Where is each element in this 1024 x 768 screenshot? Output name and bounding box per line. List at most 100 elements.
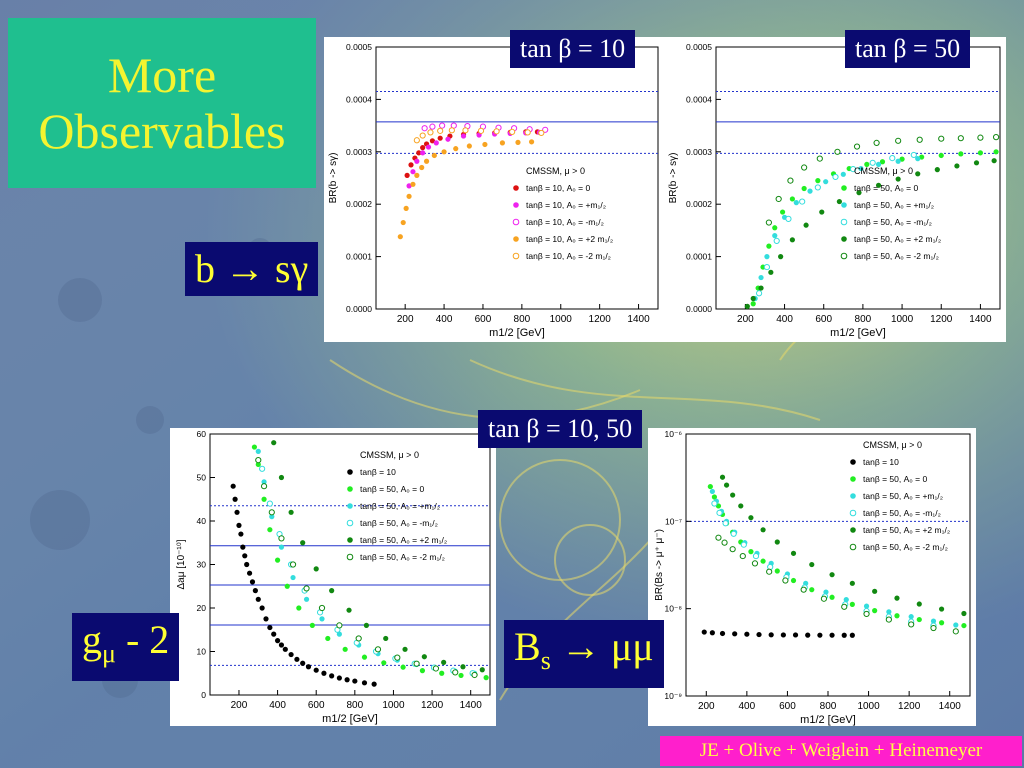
data-point: [739, 552, 746, 560]
data-point: [729, 546, 736, 553]
data-point: [439, 670, 445, 676]
data-point: [930, 624, 937, 632]
data-point: [805, 632, 811, 638]
data-point: [973, 160, 980, 166]
data-point: [814, 184, 821, 191]
data-point: [421, 125, 428, 132]
data-point: [363, 622, 370, 628]
data-point: [266, 500, 273, 507]
data-point: [429, 138, 435, 144]
data-point: [232, 496, 238, 502]
data-point: [750, 301, 756, 307]
data-point: [255, 448, 261, 454]
tanb10-label: tan β = 10: [510, 30, 636, 68]
x-axis-label: m1/2 [GeV]: [800, 714, 856, 726]
data-point: [760, 558, 766, 564]
data-point: [249, 579, 256, 585]
chart-bsmumu-svg: 200 400 600 800 1000 1200 1400 10⁻⁹ 10⁻⁸ 10⁻⁷ 10⁻⁶…: [654, 429, 971, 726]
data-point: [701, 629, 707, 635]
data-point: [939, 620, 945, 626]
x-tick-label: 200: [231, 700, 248, 711]
data-point: [895, 176, 901, 182]
data-point: [431, 152, 437, 159]
legend-marker: [841, 236, 847, 242]
chart-bsg-tanb50: 200 400 600 800 1000 1200 1400 0.0000 0.0001 0.00…: [664, 37, 1006, 342]
data-point: [244, 561, 250, 568]
data-point: [246, 570, 253, 576]
data-point: [774, 539, 780, 545]
data-point: [977, 150, 984, 156]
data-point: [756, 631, 762, 638]
y-tick-label: 0.0001: [346, 252, 372, 262]
legend-marker: [849, 509, 857, 517]
y-tick-label: 0.0004: [686, 94, 712, 104]
data-point: [954, 163, 960, 169]
tanb50-label: tan β = 50: [845, 30, 971, 68]
data-point: [321, 670, 327, 676]
y-tick-label: 0.0002: [686, 199, 712, 209]
data-point: [849, 580, 855, 586]
data-point: [908, 614, 914, 620]
x-tick-label: 400: [436, 314, 453, 325]
data-point: [841, 632, 847, 638]
data-point: [383, 635, 389, 642]
data-point: [807, 188, 813, 194]
data-point: [371, 681, 377, 687]
x-tick-label: 1200: [589, 314, 612, 325]
y-tick-label: 10⁻⁷: [665, 516, 682, 526]
data-point: [751, 560, 759, 567]
gmu-label-rest: - 2: [115, 617, 170, 662]
y-tick-label: 60: [197, 429, 207, 439]
data-point: [958, 151, 964, 157]
data-point: [894, 595, 900, 601]
data-point: [441, 659, 447, 665]
data-point: [404, 172, 410, 178]
data-point: [836, 198, 842, 205]
tanb1050-label: tan β = 10, 50: [478, 410, 643, 448]
data-point: [524, 129, 531, 136]
data-point: [336, 631, 342, 637]
x-tick-label: 800: [346, 700, 363, 711]
legend-marker: [347, 537, 353, 543]
data-point: [863, 610, 870, 618]
data-point: [329, 673, 335, 679]
legend-entry: tanβ = 10, A₀ = -2 m₁/₂: [526, 251, 611, 261]
data-point: [437, 135, 443, 141]
y-tick-label: 50: [197, 473, 207, 483]
data-point: [800, 586, 807, 593]
data-point: [768, 632, 774, 638]
data-point: [251, 444, 258, 450]
legend-marker: [513, 202, 519, 208]
gmu-label-sub: μ: [102, 639, 116, 668]
data-point: [916, 601, 922, 607]
data-point: [766, 568, 773, 575]
legend-marker: [850, 493, 856, 499]
data-point: [744, 303, 750, 309]
data-point: [790, 577, 797, 584]
legend-entry: tanβ = 50, A₀ = -2 m₁/₂: [854, 251, 939, 261]
data-point: [740, 541, 747, 548]
data-point: [261, 496, 267, 502]
data-point: [479, 667, 485, 673]
data-point: [711, 494, 717, 500]
data-point: [403, 205, 409, 211]
data-point: [252, 588, 258, 594]
legend-entry: tanβ = 50, A₀ = +2 m₁/₂: [360, 535, 447, 545]
x-tick-label: 1400: [939, 701, 962, 712]
bsg-process-label: b → sγ: [185, 242, 319, 296]
legend-marker: [346, 553, 354, 561]
data-point: [300, 540, 306, 546]
y-tick-label: 40: [197, 516, 207, 526]
legend-entry: tanβ = 50, A₀ = 0: [863, 474, 927, 484]
x-tick-label: 200: [397, 314, 414, 325]
data-point: [938, 152, 944, 159]
data-point: [352, 678, 358, 684]
legend-title: CMSSM, μ > 0: [854, 166, 913, 176]
data-point: [773, 237, 780, 244]
data-point: [414, 158, 420, 164]
data-point: [259, 465, 266, 472]
legend-entry: tanβ = 10, A₀ = +2 m₁/₂: [526, 234, 613, 244]
credit-bar: JE + Olive + Weiglein + Heinemeyer: [660, 736, 1022, 766]
slide-title: More Observables: [8, 18, 316, 188]
legend-entry: tanβ = 10, A₀ = 0: [526, 183, 590, 193]
